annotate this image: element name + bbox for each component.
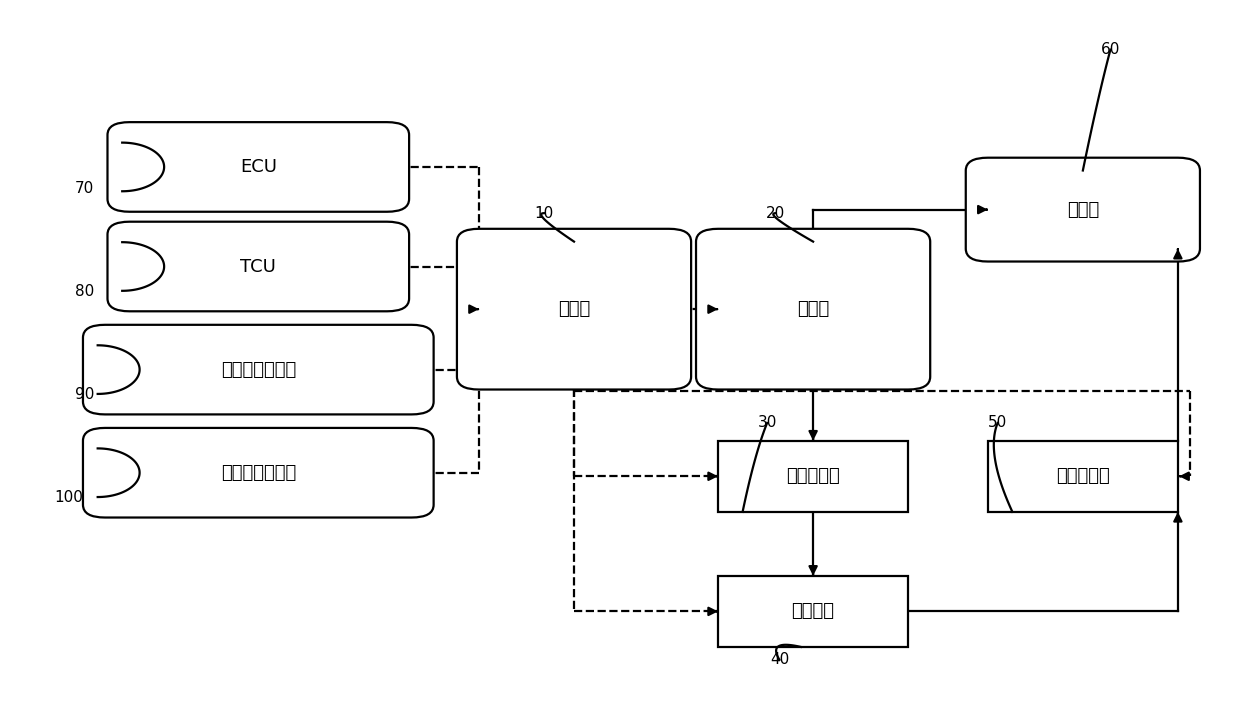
FancyBboxPatch shape	[456, 229, 691, 389]
Text: 70: 70	[74, 181, 94, 196]
Text: 10: 10	[534, 206, 553, 220]
FancyBboxPatch shape	[966, 158, 1200, 262]
Text: 控制器: 控制器	[558, 300, 590, 318]
Text: 振动频率传感器: 振动频率传感器	[221, 360, 296, 378]
FancyBboxPatch shape	[108, 122, 409, 212]
FancyBboxPatch shape	[108, 222, 409, 311]
Text: 40: 40	[770, 652, 789, 667]
FancyBboxPatch shape	[83, 428, 434, 518]
Text: 液压悬置: 液压悬置	[791, 602, 835, 621]
Text: 80: 80	[74, 284, 94, 299]
Text: 100: 100	[53, 490, 83, 505]
Bar	[988, 441, 1178, 512]
Text: 单向泄压阀: 单向泄压阀	[1056, 468, 1110, 485]
Text: 20: 20	[766, 206, 785, 220]
Text: 液压泵: 液压泵	[797, 300, 830, 318]
Text: 50: 50	[988, 415, 1007, 431]
FancyBboxPatch shape	[83, 325, 434, 415]
Bar	[718, 441, 908, 512]
Text: ECU: ECU	[239, 158, 277, 176]
FancyBboxPatch shape	[696, 229, 930, 389]
Text: 空间角度传感器: 空间角度传感器	[221, 464, 296, 481]
Text: 储液罐: 储液罐	[1066, 201, 1099, 219]
Text: 单向增压阀: 单向增压阀	[786, 468, 839, 485]
Text: 30: 30	[758, 415, 776, 431]
Text: 60: 60	[1101, 42, 1120, 57]
Bar	[718, 576, 908, 647]
Text: TCU: TCU	[241, 257, 277, 276]
Text: 90: 90	[74, 387, 94, 402]
